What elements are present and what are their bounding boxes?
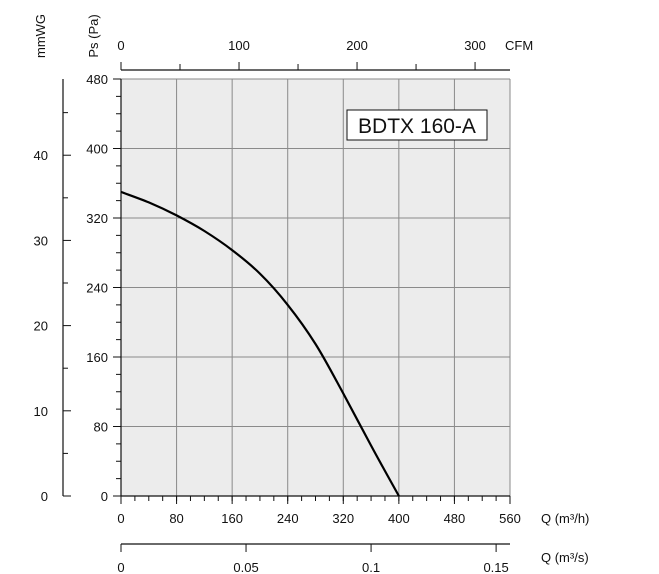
m3s-tick-label: 0.15 [483,560,508,574]
x-tick-label: 320 [332,511,354,526]
x-tick-label: 480 [444,511,466,526]
mmwg-tick-label: 40 [34,148,48,163]
y-tick-label: 160 [86,350,108,365]
m3s-tick-label: 0.1 [362,560,380,574]
x-tick-label: 0 [117,511,124,526]
y-tick-label: 80 [94,420,108,435]
y-tick-label: 240 [86,281,108,296]
q-m3s-axis-label: Q (m³/s) [541,550,589,565]
mmwg-axis-label: mmWG [33,14,48,58]
cfm-axis-label: CFM [505,38,533,53]
q-m3h-axis-label: Q (m³/h) [541,511,589,526]
m3s-tick-label: 0 [117,560,124,574]
mmwg-tick-label: 30 [34,233,48,248]
y-tick-label: 480 [86,72,108,87]
cfm-tick-label: 0 [117,38,124,53]
chart-title: BDTX 160-A [358,115,476,138]
minor-ticks [63,62,511,552]
m3s-tick-label: 0.05 [233,560,258,574]
mmwg-tick-label: 10 [34,404,48,419]
y-tick-label: 320 [86,211,108,226]
cfm-tick-label: 300 [464,38,486,53]
title-box [346,109,488,141]
mmwg-tick-label: 20 [34,319,48,334]
x-tick-label: 160 [221,511,243,526]
gridlines [121,78,511,496]
x-tick-label: 560 [499,511,521,526]
y-tick-label: 0 [101,489,108,504]
fan-curve-line [120,190,400,497]
cfm-tick-label: 200 [346,38,368,53]
mmwg-tick-label: 0 [41,489,48,504]
x-tick-label: 80 [169,511,183,526]
x-tick-label: 240 [277,511,299,526]
y-tick-label: 400 [86,142,108,157]
tick-labels: 0 80 160 240 320 400 480 5600801602403204004800… [34,38,521,574]
cfm-tick-label: 100 [228,38,250,53]
ps-axis-label: Ps (Pa) [86,14,101,57]
x-tick-label: 400 [388,511,410,526]
